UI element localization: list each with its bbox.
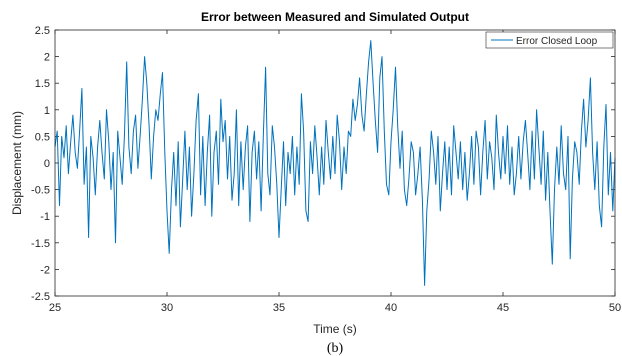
x-tick-label: 35: [273, 302, 285, 314]
x-tick-label: 45: [497, 302, 509, 314]
x-tick-label: 50: [609, 302, 621, 314]
y-tick-label: 2.5: [35, 25, 50, 37]
figure-caption: (b): [327, 341, 344, 356]
y-tick-label: -2.5: [31, 291, 50, 303]
plot-box: [54, 29, 616, 297]
x-axis-label: Time (s): [313, 322, 357, 336]
y-axis-label: Displacement (mm): [10, 111, 24, 215]
y-tick-label: -1.5: [31, 238, 50, 250]
legend: Error Closed Loop: [485, 31, 614, 49]
x-tick-label: 30: [161, 302, 173, 314]
series-line-error-closed-loop: [54, 40, 616, 286]
y-axis: -2.5 -2 -1.5 -1 -0.5 0 0.5 1 1.5 2 2.5: [31, 25, 615, 303]
legend-box: [485, 31, 614, 49]
y-tick-label: 0: [44, 158, 50, 170]
y-tick-label: -1: [40, 211, 50, 223]
y-tick-label: 1.5: [35, 78, 50, 90]
legend-label: Error Closed Loop: [516, 36, 598, 47]
y-tick-label: 2: [44, 52, 50, 64]
y-tick-label: -2: [40, 264, 50, 276]
y-tick-label: -0.5: [31, 185, 50, 197]
y-tick-label: 0.5: [35, 131, 50, 143]
y-tick-label: 1: [44, 105, 50, 117]
x-tick-label: 25: [49, 302, 61, 314]
chart-title: Error between Measured and Simulated Out…: [201, 10, 469, 24]
x-tick-label: 40: [385, 302, 397, 314]
